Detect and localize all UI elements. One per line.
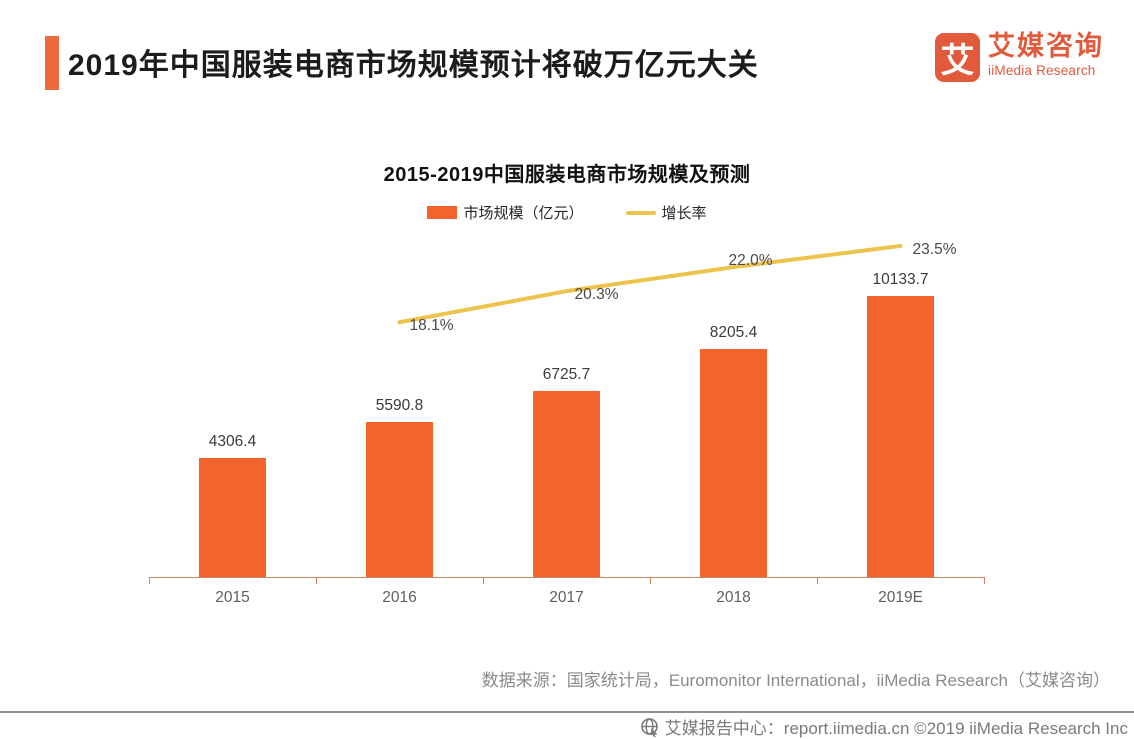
x-axis-line (149, 577, 985, 578)
growth-rate-label: 22.0% (728, 252, 773, 270)
axis-tick (650, 577, 651, 584)
footer-text: 艾媒报告中心：report.iimedia.cn ©2019 iiMedia R… (664, 719, 1128, 738)
brand-name-en: iiMedia Research (988, 63, 1096, 78)
axis-tick (817, 577, 818, 584)
bar-value-label: 8205.4 (709, 324, 758, 341)
category-label: 2018 (716, 589, 751, 606)
category-label: 2019E (878, 589, 923, 606)
bar-value-label: 4306.4 (208, 433, 257, 450)
brand-logo-text: 艾媒咨询 iiMedia Research (988, 33, 1104, 78)
axis-tick (316, 577, 317, 584)
bar-2016 (366, 422, 433, 577)
growth-rate-label: 23.5% (912, 240, 957, 258)
footer-divider (0, 711, 1134, 713)
legend-bar-label: 市场规模（亿元） (463, 205, 584, 222)
axis-tick (483, 577, 484, 584)
iimedia-logo-icon: 艾 (935, 33, 980, 82)
footer: 艾媒报告中心：report.iimedia.cn ©2019 iiMedia R… (640, 714, 1128, 739)
bar-value-label: 6725.7 (542, 366, 591, 383)
growth-rate-label: 18.1% (409, 317, 454, 335)
globe-cursor-icon (640, 717, 660, 737)
category-label: 2015 (215, 589, 250, 606)
legend-line-label: 增长率 (661, 205, 707, 222)
chart-title: 2015-2019中国服装电商市场规模及预测 (383, 164, 751, 186)
brand-name-cn: 艾媒咨询 (988, 31, 1104, 61)
bar-2015 (199, 458, 266, 577)
category-label: 2016 (382, 589, 417, 606)
chart-legend: 市场规模（亿元） 增长率 (0, 202, 1134, 223)
page-title: 2019年中国服装电商市场规模预计将破万亿元大关 (68, 49, 759, 82)
legend-line-swatch-icon (625, 210, 656, 215)
bar-2018 (700, 349, 767, 577)
brand-logo: 艾 艾媒咨询 iiMedia Research (935, 33, 1104, 82)
bar-value-label: 10133.7 (872, 271, 929, 288)
growth-rate-label: 20.3% (574, 286, 619, 304)
title-accent-bar (45, 36, 59, 90)
axis-tick (149, 577, 150, 584)
bar-value-label: 5590.8 (375, 397, 424, 414)
data-source-note: 数据来源：国家统计局，Euromonitor International，iiM… (481, 671, 1110, 690)
axis-tick (984, 577, 985, 584)
bar-2019E (867, 296, 934, 577)
bar-2017 (533, 391, 600, 577)
legend-bar-swatch-icon (427, 206, 458, 219)
category-label: 2017 (549, 589, 584, 606)
